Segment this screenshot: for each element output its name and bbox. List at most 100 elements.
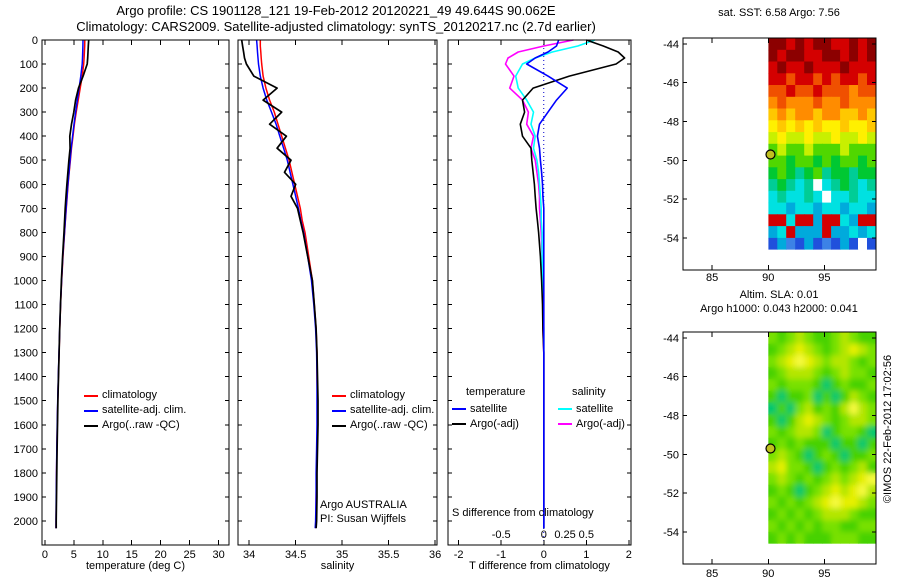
depth-tick-label: 400 [20, 131, 38, 143]
panel-difference-profile: -2 -1 0 1 2 -0.5 0 0.25 0.5 [447, 39, 632, 561]
legend-line-sample [452, 422, 466, 425]
lat-tick-label: -50 [663, 155, 679, 167]
lat-tick-label: -46 [663, 78, 679, 90]
figure-title-line2: Climatology: CARS2009. Satellite-adjuste… [76, 19, 596, 34]
map-frame [682, 331, 877, 565]
x-tick-label: 10 [97, 549, 109, 561]
legend-line-sample [84, 424, 98, 427]
s-difference-note: S difference from climatology [452, 507, 594, 519]
legend-item: Argo(..raw -QC) [332, 418, 434, 433]
x-tick-label: 34 [243, 549, 255, 561]
lat-tick-label: -52 [663, 488, 679, 500]
s-axis-tick-label: 0 [541, 529, 547, 541]
series-argo-raw-line [240, 39, 319, 529]
depth-tick-label: 100 [20, 59, 38, 71]
legend-item: Argo(-adj) [558, 416, 625, 431]
legend-item-label: satellite-adj. clim. [350, 404, 435, 416]
legend-line-sample [452, 407, 466, 410]
imos-watermark: ©IMOS 22-Feb-2012 17:02:56 [882, 354, 894, 504]
sla-map-title-line1: Altim. SLA: 0.01 [739, 289, 819, 301]
legend-line-sample [84, 409, 98, 412]
lat-tick-label: -46 [663, 372, 679, 384]
t-difference-axis-label: T difference from climatology [469, 560, 610, 572]
lon-tick-label: 95 [818, 568, 830, 580]
depth-tick-label: 1600 [14, 420, 38, 432]
legend-item: Argo(-adj) [452, 416, 519, 431]
sla-map-title-line2: Argo h1000: 0.043 h2000: 0.041 [700, 303, 858, 315]
figure-title-line1: Argo profile: CS 1901128_121 19-Feb-2012… [116, 3, 556, 18]
series-climatology-line [55, 39, 86, 529]
depth-tick-label: 300 [20, 107, 38, 119]
depth-tick-label: 1300 [14, 348, 38, 360]
series-t-diff-satellite-line [525, 39, 569, 529]
x-tick-label: 25 [184, 549, 196, 561]
argo-australia-note: Argo AUSTRALIA PI: Susan Wijffels [320, 498, 407, 526]
legend-line-sample [84, 394, 98, 397]
s-axis-tick-label: 0.25 [554, 529, 575, 541]
legend-item-label: Argo(-adj) [470, 417, 519, 430]
panel-sst-map: 85 90 95 -44 -46 -48 -50 -52 -54 [663, 37, 877, 284]
sst-map-cells [768, 38, 876, 250]
x-tick-label: -1 [496, 549, 506, 561]
depth-tick-label: 1200 [14, 324, 38, 336]
legend-item-label: satellite [576, 402, 614, 415]
series-s-diff-argo-line [504, 39, 574, 529]
legend-item: satellite-adj. clim. [332, 403, 434, 418]
x-tick-label: 34.5 [285, 549, 306, 561]
x-tick-label: 0 [42, 549, 48, 561]
x-tick-label: 15 [126, 549, 138, 561]
sst-map-title: sat. SST: 6.58 Argo: 7.56 [718, 7, 840, 19]
legend-difference-profile: temperature satellite Argo(-adj) salinity sa… [452, 386, 642, 434]
legend-item-label: Argo(-adj) [576, 417, 625, 430]
depth-tick-label: 1100 [14, 300, 38, 312]
x-tick-label: 35 [336, 549, 348, 561]
depth-tick-label: 1700 [14, 444, 38, 456]
x-tick-label: 35.5 [378, 549, 399, 561]
legend-line-sample [558, 407, 572, 410]
temperature-axis-label: temperature (deg C) [85, 560, 186, 572]
depth-tick-label: 2000 [14, 516, 38, 528]
legend-item-label: Argo(..raw -QC) [102, 419, 180, 431]
depth-tick-label: 0 [32, 35, 38, 47]
depth-tick-label: 500 [20, 155, 38, 167]
depth-tick-label: 1500 [14, 396, 38, 408]
legend-column-header: salinity [572, 386, 606, 398]
panel-frame [447, 39, 632, 546]
legend-line-sample [332, 394, 346, 397]
float-position-marker [765, 443, 776, 454]
legend-salinity-profile: climatology satellite-adj. clim. Argo(..ra… [332, 388, 434, 433]
depth-tick-label: 1900 [14, 492, 38, 504]
legend-item-label: satellite-adj. clim. [102, 404, 187, 416]
legend-item-label: climatology [102, 389, 158, 401]
legend-item: Argo(..raw -QC) [84, 418, 186, 433]
depth-tick-label: 200 [20, 83, 38, 95]
panel-salinity-profile: 34 34.5 35 35.5 36 [237, 39, 441, 561]
lon-tick-label: 95 [818, 272, 830, 284]
float-position-marker [765, 149, 776, 160]
depth-tick-label: 1800 [14, 468, 38, 480]
s-axis-tick-label: -0.5 [492, 529, 511, 541]
lat-tick-label: -48 [663, 410, 679, 422]
pi-name-line: PI: Susan Wijffels [320, 513, 406, 525]
x-tick-label: -2 [454, 549, 464, 561]
legend-line-sample [332, 409, 346, 412]
x-tick-label: 30 [212, 549, 224, 561]
legend-item: satellite [452, 401, 507, 416]
lat-tick-label: -52 [663, 194, 679, 206]
series-argo-raw-line [55, 39, 90, 529]
legend-item-label: climatology [350, 389, 406, 401]
depth-tick-label: 900 [20, 251, 38, 263]
s-axis-tick-label: 0.5 [579, 529, 594, 541]
lat-tick-label: -44 [663, 39, 679, 51]
lat-tick-label: -54 [663, 233, 679, 245]
lon-tick-label: 85 [706, 568, 718, 580]
x-tick-label: 0 [541, 549, 547, 561]
legend-item-label: satellite [470, 402, 508, 415]
legend-item-label: Argo(..raw -QC) [350, 419, 428, 431]
panel-sla-map: 85 90 95 -44 -46 -48 -50 -52 -54 [663, 331, 877, 580]
series-t-diff-argo-line [519, 39, 626, 529]
series-satellite-adj-clim-line [55, 39, 84, 529]
x-tick-label: 5 [71, 549, 77, 561]
